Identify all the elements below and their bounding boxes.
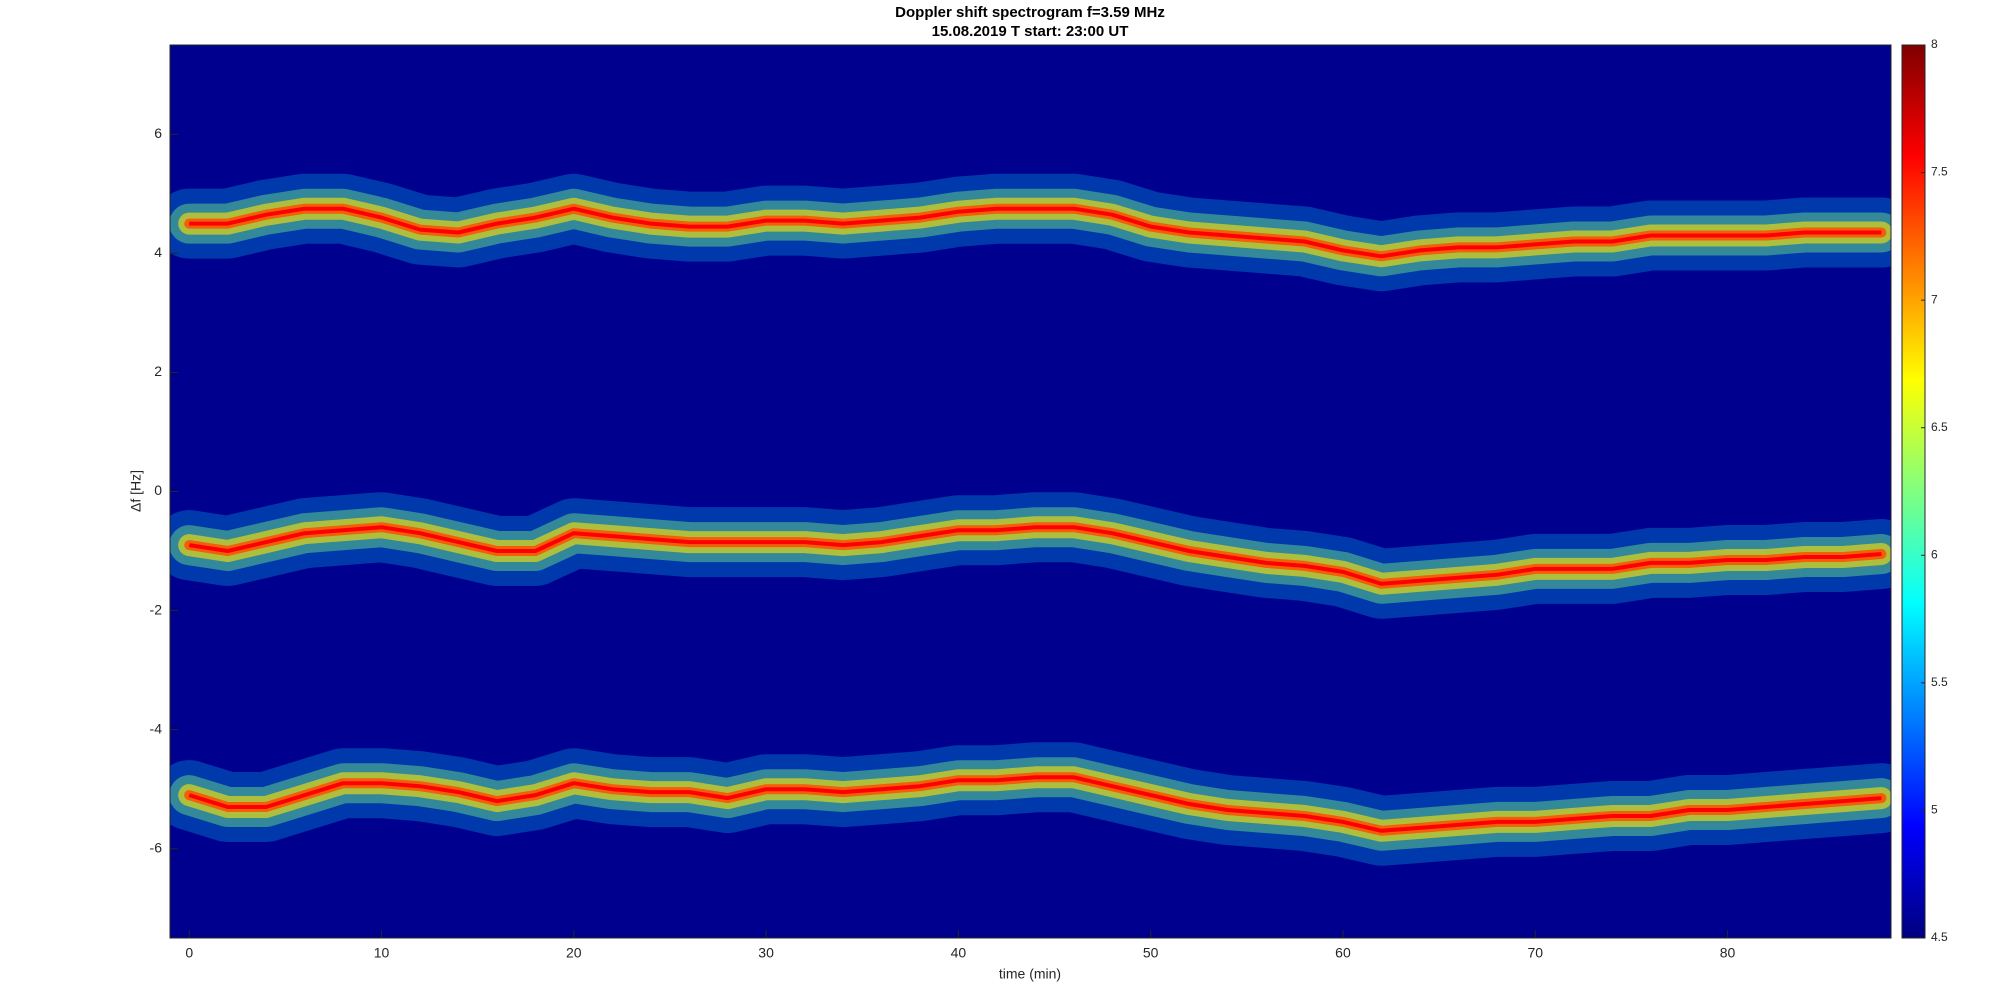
y-tick-label: 0 xyxy=(154,482,162,498)
colorbar-tick-label: 7.5 xyxy=(1931,165,1948,179)
y-tick-label: 4 xyxy=(154,244,162,260)
colorbar-tick-label: 7 xyxy=(1931,292,1938,306)
colorbar-tick-label: 5.5 xyxy=(1931,675,1948,689)
x-tick-label: 20 xyxy=(566,945,582,961)
colorbar-tick-label: 5 xyxy=(1931,803,1938,817)
colorbar-tick-label: 4.5 xyxy=(1931,930,1948,944)
x-tick-label: 50 xyxy=(1143,945,1159,961)
trace xyxy=(188,775,1882,833)
colorbar-tick-label: 6 xyxy=(1931,547,1938,561)
x-tick-label: 80 xyxy=(1720,945,1736,961)
x-tick-label: 0 xyxy=(185,945,193,961)
x-tick-label: 70 xyxy=(1527,945,1543,961)
y-tick-label: -4 xyxy=(150,720,163,736)
x-tick-label: 30 xyxy=(758,945,774,961)
y-tick-label: 6 xyxy=(154,125,162,141)
y-axis-label: Δf [Hz] xyxy=(128,470,144,512)
x-tick-label: 10 xyxy=(374,945,390,961)
x-tick-label: 60 xyxy=(1335,945,1351,961)
chart-subtitle: 15.08.2019 T start: 23:00 UT xyxy=(932,23,1129,40)
x-axis-label: time (min) xyxy=(999,966,1061,982)
colorbar-tick-label: 6.5 xyxy=(1931,420,1948,434)
chart-title: Doppler shift spectrogram f=3.59 MHz xyxy=(895,4,1165,21)
traces xyxy=(170,173,1891,866)
colorbar xyxy=(1901,44,1926,939)
y-tick-label: 2 xyxy=(154,363,162,379)
trace xyxy=(188,525,1882,586)
y-tick-label: -6 xyxy=(150,839,163,855)
colorbar-tick-label: 8 xyxy=(1931,37,1938,51)
y-tick-label: -2 xyxy=(150,601,163,617)
trace xyxy=(189,206,1882,259)
x-tick-label: 40 xyxy=(951,945,967,961)
